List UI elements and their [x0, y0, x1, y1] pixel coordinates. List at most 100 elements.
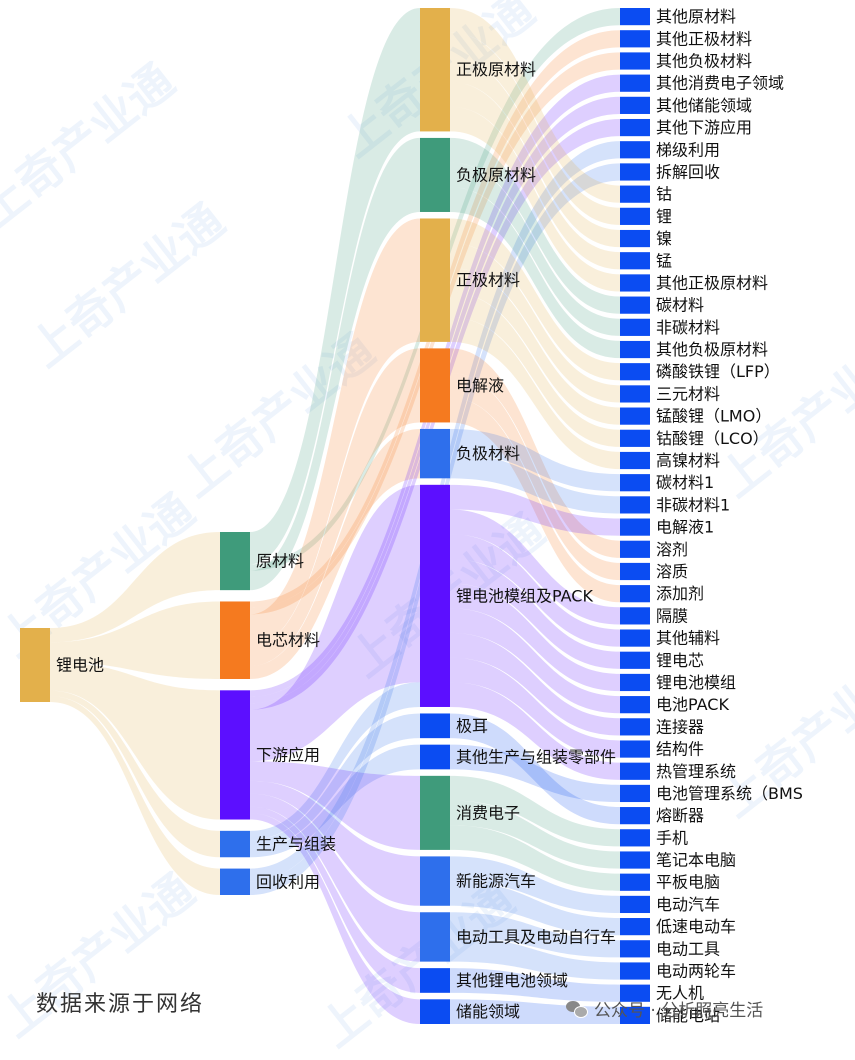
- sankey-link-28: [450, 32, 620, 225]
- sankey-node-label-22: 电动工具及电动自行车: [456, 927, 616, 946]
- sankey-node-label-36: 三元材料: [656, 384, 720, 403]
- sankey-link-8: [250, 218, 420, 647]
- sankey-link-43: [450, 428, 620, 492]
- sankey-node-61: [620, 940, 650, 958]
- sankey-link-5: [250, 8, 420, 565]
- sankey-node-label-1: 原材料: [256, 552, 304, 571]
- sankey-link-57: [450, 856, 620, 914]
- sankey-node-label-60: 低速电动车: [656, 917, 736, 936]
- sankey-node-label-58: 平板电脑: [656, 873, 720, 892]
- sankey-link-0: [50, 532, 220, 643]
- sankey-node-2: [220, 601, 250, 679]
- sankey-node-label-21: 新能源汽车: [456, 872, 536, 891]
- sankey-node-30: [620, 252, 650, 270]
- sankey-node-label-29: 镍: [656, 229, 672, 248]
- sankey-node-label-12: 锂电池模组及PACK: [456, 586, 593, 605]
- sankey-node-32: [620, 296, 650, 314]
- sankey-node-51: [620, 718, 650, 736]
- sankey-node-39: [620, 451, 650, 470]
- sankey-node-12: [420, 484, 450, 707]
- sankey-link-16: [250, 484, 420, 762]
- sankey-node-29: [620, 229, 650, 248]
- sankey-link-47: [450, 534, 620, 647]
- sankey-node-label-50: 电池PACK: [656, 695, 729, 714]
- sankey-link-41: [450, 373, 620, 581]
- sankey-node-label-44: 溶质: [656, 562, 688, 581]
- sankey-node-50: [620, 696, 650, 714]
- sankey-node-7: [420, 137, 450, 212]
- sankey-link-35: [450, 218, 620, 381]
- sankey-node-label-25: 梯级利用: [656, 140, 720, 159]
- sankey-node-label-14: 其他负极材料: [656, 51, 752, 70]
- sankey-node-22: [420, 912, 450, 962]
- sankey-link-61: [450, 744, 620, 803]
- sankey-link-29: [450, 57, 620, 248]
- sankey-link-36: [450, 243, 620, 403]
- sankey-node-label-8: 其他原材料: [656, 7, 736, 26]
- sankey-link-40: [450, 348, 620, 558]
- sankey-node-label-35: 磷酸铁锂（LFP）: [656, 362, 780, 381]
- sankey-node-label-31: 其他正极原材料: [656, 273, 768, 292]
- sankey-node-15: [420, 713, 450, 739]
- sankey-node-label-46: 隔膜: [656, 606, 688, 625]
- sankey-node-label-51: 连接器: [656, 717, 704, 736]
- sankey-link-45: [450, 484, 620, 536]
- sankey-link-1: [50, 601, 220, 679]
- sankey-node-63: [620, 984, 650, 1002]
- sankey-node-label-23: 其他锂电池领域: [456, 971, 568, 990]
- sankey-node-label-27: 钴: [656, 185, 672, 204]
- sankey-node-37: [620, 407, 650, 425]
- sankey-link-52: [450, 657, 620, 758]
- sankey-link-15: [250, 744, 420, 858]
- sankey-link-58: [450, 881, 620, 936]
- sankey-node-49: [620, 673, 650, 692]
- sankey-link-54: [450, 775, 620, 847]
- sankey-node-38: [620, 429, 650, 447]
- sankey-link-46: [450, 509, 620, 625]
- sankey-node-57: [620, 851, 650, 869]
- sankey-node-label-55: 熔断器: [656, 806, 704, 825]
- sankey-node-label-45: 添加剂: [656, 584, 704, 603]
- sankey-node-label-17: 消费电子: [456, 803, 520, 822]
- sankey-node-26: [620, 163, 650, 181]
- sankey-node-45: [620, 585, 650, 603]
- sankey-link-53: [450, 682, 620, 780]
- sankey-node-label-32: 碳材料: [656, 296, 704, 315]
- sankey-node-label-2: 电芯材料: [256, 631, 320, 650]
- sankey-node-label-40: 碳材料1: [656, 473, 714, 492]
- sankey-node-label-53: 热管理系统: [656, 762, 736, 781]
- sankey-node-label-37: 锰酸锂（LMO）: [656, 407, 771, 426]
- sankey-node-5: [220, 868, 250, 895]
- sankey-link-60: [450, 936, 620, 980]
- sankey-node-label-30: 锰: [656, 251, 672, 270]
- sankey-node-55: [620, 807, 650, 825]
- sankey-node-31: [620, 274, 650, 292]
- sankey-node-label-15: 极耳: [456, 716, 488, 735]
- sankey-node-13: [620, 30, 650, 48]
- sankey-link-39: [450, 317, 620, 470]
- sankey-node-25: [620, 141, 650, 159]
- sankey-node-label-24: 储能领域: [456, 1002, 520, 1021]
- sankey-link-51: [450, 632, 620, 736]
- sankey-node-label-3: 下游应用: [256, 745, 320, 764]
- sankey-link-42: [450, 397, 620, 603]
- sankey-node-35: [620, 363, 650, 381]
- sankey-link-30: [450, 82, 620, 270]
- sankey-node-33: [620, 318, 650, 336]
- sankey-node-label-42: 电解液1: [656, 518, 714, 537]
- sankey-node-label-47: 其他辅料: [656, 629, 720, 648]
- sankey-node-label-38: 钴酸锂（LCO）: [656, 429, 769, 448]
- sankey-link-27: [450, 8, 620, 203]
- sankey-link-10: [250, 428, 420, 679]
- sankey-link-14: [250, 713, 420, 849]
- sankey-link-49: [450, 583, 620, 692]
- sankey-node-label-49: 锂电池模组: [656, 673, 736, 692]
- sankey-link-17: [250, 761, 420, 850]
- sankey-link-13: [250, 682, 420, 840]
- sankey-node-10: [420, 348, 450, 423]
- sankey-link-64: [450, 999, 620, 1024]
- sankey-link-44: [450, 453, 620, 514]
- sankey-node-label-10: 电解液: [456, 376, 504, 395]
- sankey-node-58: [620, 873, 650, 891]
